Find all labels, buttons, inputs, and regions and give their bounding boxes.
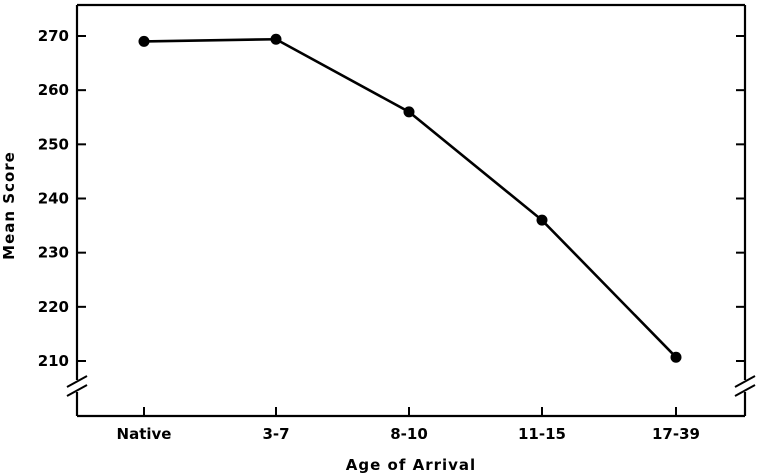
series-line [143, 37, 677, 359]
data-point [270, 33, 282, 45]
data-point [536, 214, 548, 226]
x-axis-title: Age of Arrival [346, 456, 476, 474]
y-axis-title: Mean Score [0, 151, 18, 260]
series-layer [138, 33, 682, 363]
axis-break-mark-right-upper [734, 375, 756, 388]
x-tick-label: 8-10 [390, 425, 428, 443]
data-point [138, 35, 150, 47]
axis-break-mark-right-lower [734, 384, 756, 397]
y-tick-label: 220 [38, 298, 69, 316]
axis-break-marks [66, 375, 756, 397]
data-point [670, 351, 682, 363]
y-tick-label: 270 [38, 27, 69, 45]
y-tick-label: 210 [38, 352, 69, 370]
y-tick-label: 230 [38, 244, 69, 262]
y-tick-label: 250 [38, 135, 69, 153]
data-point [403, 106, 415, 118]
axis-break-gap-left [67, 380, 87, 392]
y-axis-ticks: 210 220 230 240 250 260 270 [38, 27, 745, 370]
x-tick-label: Native [117, 425, 172, 443]
plot-frame [75, 3, 747, 418]
x-tick-label: 17-39 [652, 425, 700, 443]
x-axis-ticks: Native 3-7 8-10 11-15 17-39 [117, 407, 700, 443]
x-tick-label: 3-7 [262, 425, 289, 443]
axis-break-mark-left-upper [66, 375, 88, 388]
y-tick-label: 260 [38, 81, 69, 99]
x-tick-label: 11-15 [518, 425, 566, 443]
axis-break-gap-right [735, 380, 755, 392]
axis-break-mark-left-lower [66, 384, 88, 397]
y-tick-label: 240 [38, 190, 69, 208]
